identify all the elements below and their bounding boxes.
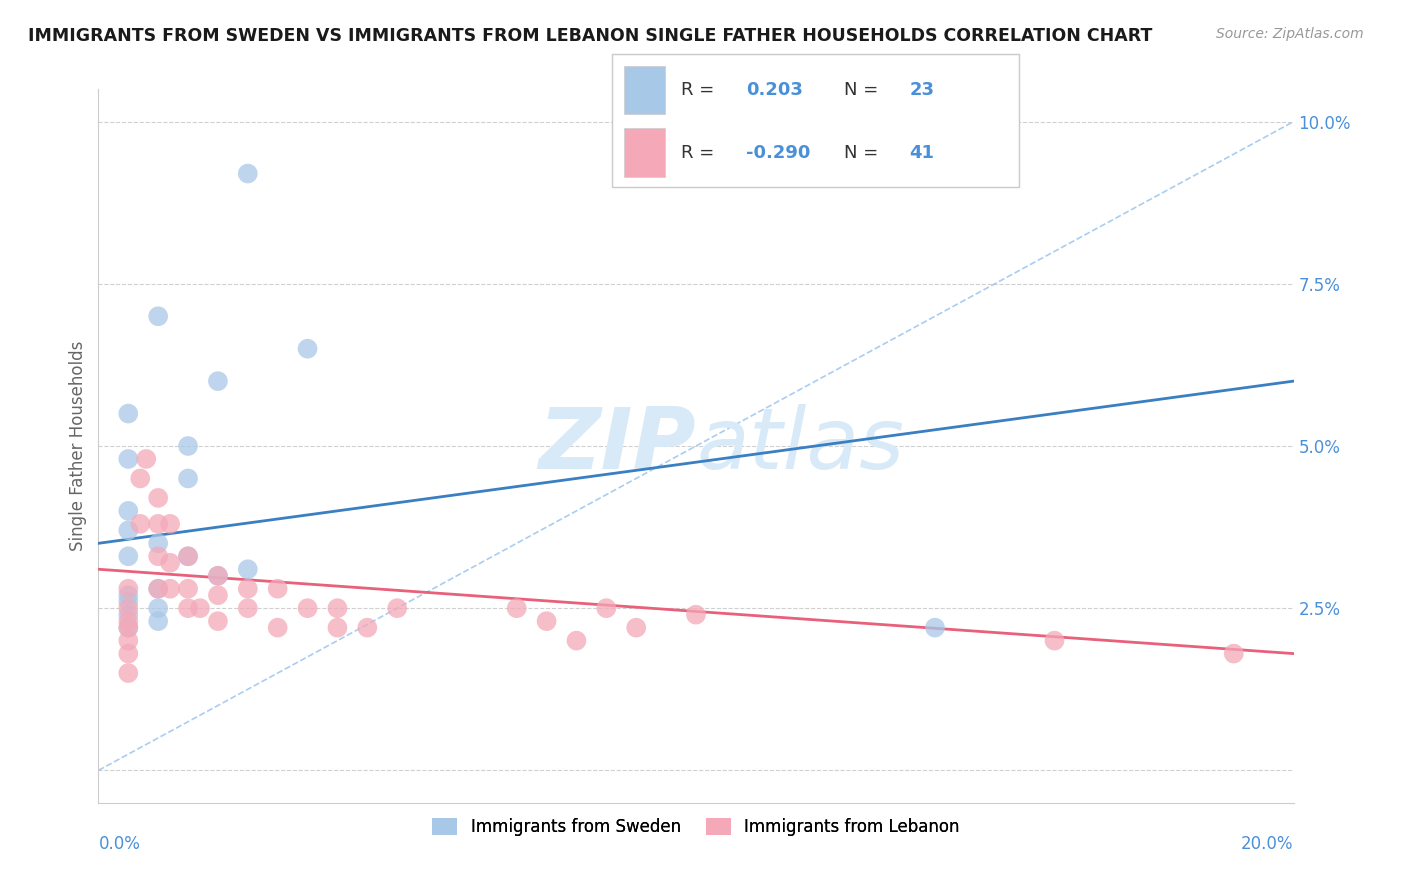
Point bbox=[267, 621, 290, 635]
Point bbox=[148, 614, 170, 628]
Point bbox=[148, 516, 170, 531]
Point bbox=[117, 601, 139, 615]
Point bbox=[685, 607, 707, 622]
Text: 0.203: 0.203 bbox=[747, 80, 803, 99]
Point bbox=[148, 582, 170, 596]
Text: Source: ZipAtlas.com: Source: ZipAtlas.com bbox=[1216, 27, 1364, 41]
Point bbox=[148, 549, 170, 564]
Point bbox=[207, 588, 229, 602]
Point bbox=[207, 568, 229, 582]
Text: R =: R = bbox=[681, 144, 720, 161]
Point bbox=[148, 491, 170, 505]
Point bbox=[129, 516, 152, 531]
Point bbox=[326, 601, 349, 615]
Point bbox=[117, 607, 139, 622]
Point bbox=[267, 582, 290, 596]
Y-axis label: Single Father Households: Single Father Households bbox=[69, 341, 87, 551]
Point bbox=[117, 407, 139, 421]
Point bbox=[188, 601, 211, 615]
Point bbox=[159, 582, 181, 596]
Point bbox=[117, 647, 139, 661]
Text: -0.290: -0.290 bbox=[747, 144, 810, 161]
Text: N =: N = bbox=[844, 144, 884, 161]
Text: R =: R = bbox=[681, 80, 720, 99]
Point bbox=[236, 601, 259, 615]
Point bbox=[326, 621, 349, 635]
Text: 41: 41 bbox=[910, 144, 934, 161]
Point bbox=[117, 595, 139, 609]
Point bbox=[207, 374, 229, 388]
Point bbox=[506, 601, 529, 615]
FancyBboxPatch shape bbox=[624, 128, 665, 177]
Point bbox=[385, 601, 409, 615]
Point bbox=[177, 471, 200, 485]
Point bbox=[117, 666, 139, 681]
Point bbox=[177, 439, 200, 453]
Point bbox=[297, 601, 319, 615]
Text: IMMIGRANTS FROM SWEDEN VS IMMIGRANTS FROM LEBANON SINGLE FATHER HOUSEHOLDS CORRE: IMMIGRANTS FROM SWEDEN VS IMMIGRANTS FRO… bbox=[28, 27, 1153, 45]
Point bbox=[565, 633, 588, 648]
Point bbox=[177, 582, 200, 596]
Point bbox=[297, 342, 319, 356]
Point bbox=[117, 621, 139, 635]
Point bbox=[536, 614, 558, 628]
Point bbox=[148, 601, 170, 615]
Text: N =: N = bbox=[844, 80, 884, 99]
Point bbox=[1223, 647, 1246, 661]
Point bbox=[117, 582, 139, 596]
Legend: Immigrants from Sweden, Immigrants from Lebanon: Immigrants from Sweden, Immigrants from … bbox=[425, 810, 967, 845]
Point bbox=[236, 167, 259, 181]
Point bbox=[117, 621, 139, 635]
Point bbox=[159, 556, 181, 570]
Point bbox=[148, 582, 170, 596]
Point bbox=[117, 504, 139, 518]
Point bbox=[356, 621, 378, 635]
Point bbox=[135, 452, 157, 467]
Point bbox=[595, 601, 617, 615]
Point bbox=[236, 562, 259, 576]
Point bbox=[177, 601, 200, 615]
Point bbox=[626, 621, 648, 635]
Text: ZIP: ZIP bbox=[538, 404, 696, 488]
Point bbox=[924, 621, 946, 635]
Point bbox=[207, 614, 229, 628]
Text: 20.0%: 20.0% bbox=[1241, 835, 1294, 853]
Point bbox=[117, 614, 139, 628]
Point bbox=[1043, 633, 1066, 648]
Point bbox=[236, 582, 259, 596]
Text: atlas: atlas bbox=[696, 404, 904, 488]
FancyBboxPatch shape bbox=[624, 66, 665, 114]
Point bbox=[129, 471, 152, 485]
Point bbox=[117, 524, 139, 538]
Point bbox=[177, 549, 200, 564]
Point bbox=[177, 549, 200, 564]
Text: 0.0%: 0.0% bbox=[98, 835, 141, 853]
Point bbox=[117, 452, 139, 467]
Point bbox=[117, 549, 139, 564]
Point bbox=[117, 633, 139, 648]
Text: 23: 23 bbox=[910, 80, 934, 99]
Point bbox=[148, 536, 170, 550]
Point bbox=[159, 516, 181, 531]
Point bbox=[148, 310, 170, 324]
Point bbox=[117, 588, 139, 602]
Point bbox=[207, 568, 229, 582]
